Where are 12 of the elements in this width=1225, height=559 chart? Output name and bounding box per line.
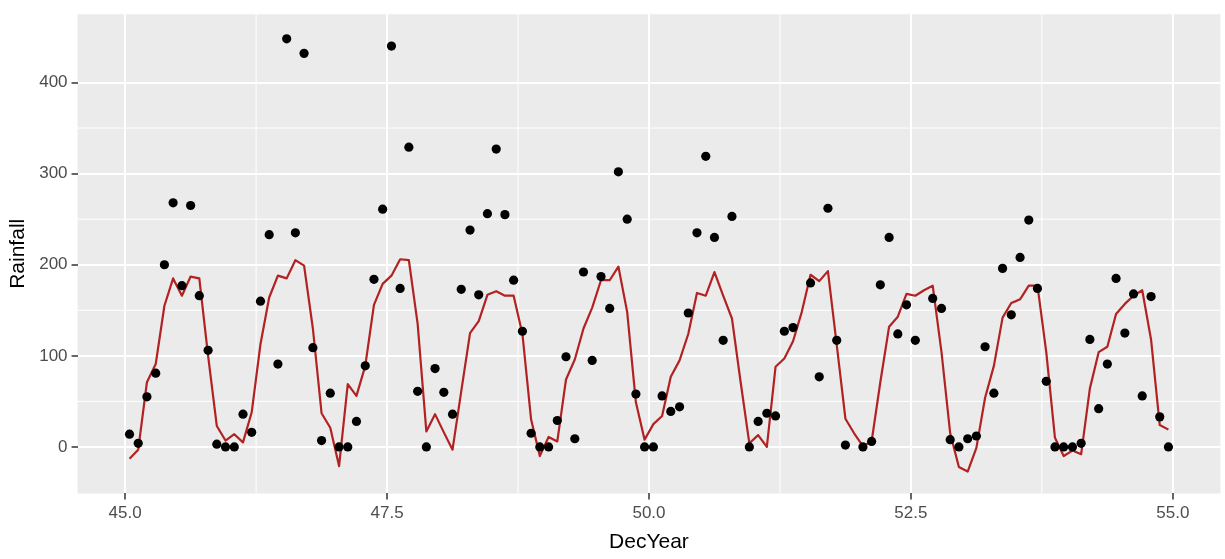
y-axis-title: Rainfall	[5, 218, 29, 289]
x-tick-label: 52.5	[894, 503, 928, 523]
x-tick-label: 47.5	[370, 503, 404, 523]
y-tick-label: 400	[39, 72, 68, 92]
y-tick-label: 0	[58, 436, 68, 456]
x-axis-title: DecYear	[609, 529, 689, 553]
y-tick-label: 200	[39, 254, 68, 274]
y-tick-label: 100	[39, 345, 68, 365]
x-tick-label: 45.0	[108, 503, 142, 523]
x-tick-label: 50.0	[632, 503, 666, 523]
x-tick-label: 55.0	[1156, 503, 1190, 523]
y-tick-label: 300	[39, 163, 68, 183]
